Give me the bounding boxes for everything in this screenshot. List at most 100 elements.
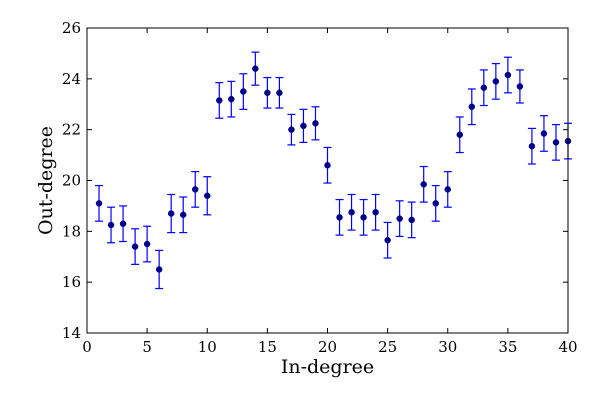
x-tick-label: 0: [82, 338, 92, 356]
data-point: [408, 216, 415, 224]
error-bar: [227, 80, 236, 118]
x-tick-label: 5: [142, 338, 152, 356]
data-point: [167, 210, 175, 217]
x-tick-label: 25: [378, 338, 397, 356]
data-point: [444, 186, 451, 193]
data-point: [492, 78, 500, 85]
data-point: [191, 186, 199, 193]
y-tick-label: 14: [62, 324, 81, 342]
data-point: [360, 214, 367, 221]
data-point: [119, 220, 127, 227]
data-point: [288, 126, 295, 133]
error-bar: [323, 146, 332, 184]
data-point: [131, 243, 139, 250]
data-point: [468, 103, 476, 111]
x-tick-label: 35: [498, 338, 517, 356]
error-bar: [155, 249, 164, 290]
data-point: [107, 221, 115, 229]
data-point: [336, 214, 343, 221]
error-bar: [179, 196, 188, 234]
data-point: [504, 71, 512, 79]
error-bar: [119, 205, 128, 243]
data-point: [480, 84, 488, 91]
error-bar: [443, 171, 452, 208]
error-bar: [383, 221, 392, 259]
error-bar: [347, 193, 356, 231]
error-bar: [479, 69, 488, 107]
error-bar: [143, 225, 152, 263]
error-bar: [371, 193, 380, 231]
ticks-layer: 0 5 10 15 20 25 30 35 40 14 16 18 20 22 24 26: [62, 19, 578, 356]
error-bar: [275, 76, 284, 109]
data-point: [456, 131, 464, 138]
error-bar: [455, 116, 464, 154]
marks-layer: [95, 51, 572, 290]
data-point: [300, 122, 307, 130]
data-point: [252, 65, 259, 72]
error-bar: [239, 73, 248, 110]
error-bar: [299, 108, 308, 143]
error-bar: [287, 113, 296, 146]
error-bar: [107, 206, 116, 244]
data-point: [264, 89, 271, 97]
error-bar: [191, 171, 200, 208]
error-bar: [395, 200, 404, 238]
data-point: [528, 142, 536, 150]
x-axis-label: In-degree: [281, 356, 374, 378]
x-tick-label: 10: [198, 338, 217, 356]
data-point: [179, 211, 187, 219]
data-point: [372, 209, 379, 216]
error-bar: [359, 198, 368, 236]
error-bar: [431, 184, 440, 222]
error-bar: [167, 193, 176, 234]
data-point: [228, 95, 235, 103]
error-bar: [539, 115, 548, 152]
error-bar: [467, 88, 476, 126]
data-point: [324, 162, 331, 169]
y-tick-label: 20: [62, 172, 81, 190]
y-tick-label: 24: [62, 70, 81, 88]
y-tick-label: 26: [62, 19, 81, 37]
y-tick-label: 22: [62, 121, 81, 139]
error-bar: [503, 56, 512, 94]
data-point: [432, 200, 439, 207]
error-bar: [251, 51, 260, 86]
error-bar: [527, 127, 536, 165]
y-tick-label: 16: [62, 273, 81, 291]
data-point: [312, 120, 319, 127]
data-point: [204, 192, 211, 199]
data-point: [516, 83, 524, 90]
x-tick-label: 15: [258, 338, 277, 356]
error-bar: [515, 69, 524, 104]
x-tick-label: 20: [318, 338, 337, 356]
error-bar: [491, 62, 500, 100]
y-axis-label: Out-degree: [35, 126, 57, 235]
error-bar: [335, 198, 344, 236]
data-point: [552, 139, 560, 146]
data-point: [420, 181, 427, 188]
data-point: [143, 240, 151, 248]
data-point: [348, 209, 355, 216]
error-bar: [551, 123, 560, 161]
y-tick-label: 18: [62, 222, 81, 240]
error-bar: [131, 228, 140, 265]
error-bar: [311, 106, 320, 141]
data-point: [95, 200, 103, 207]
data-point: [540, 130, 548, 137]
data-point: [276, 89, 283, 97]
error-bar: [95, 184, 104, 222]
error-bar: [419, 165, 428, 203]
x-tick-label: 30: [438, 338, 457, 356]
x-tick-label: 40: [558, 338, 577, 356]
data-point: [396, 215, 403, 222]
error-bar: [215, 82, 224, 119]
error-bar: [263, 76, 272, 109]
error-bar: [407, 201, 416, 239]
data-point: [240, 88, 247, 95]
data-point: [216, 97, 223, 104]
data-point: [155, 266, 163, 273]
data-point: [384, 236, 391, 244]
error-bar: [203, 176, 212, 216]
